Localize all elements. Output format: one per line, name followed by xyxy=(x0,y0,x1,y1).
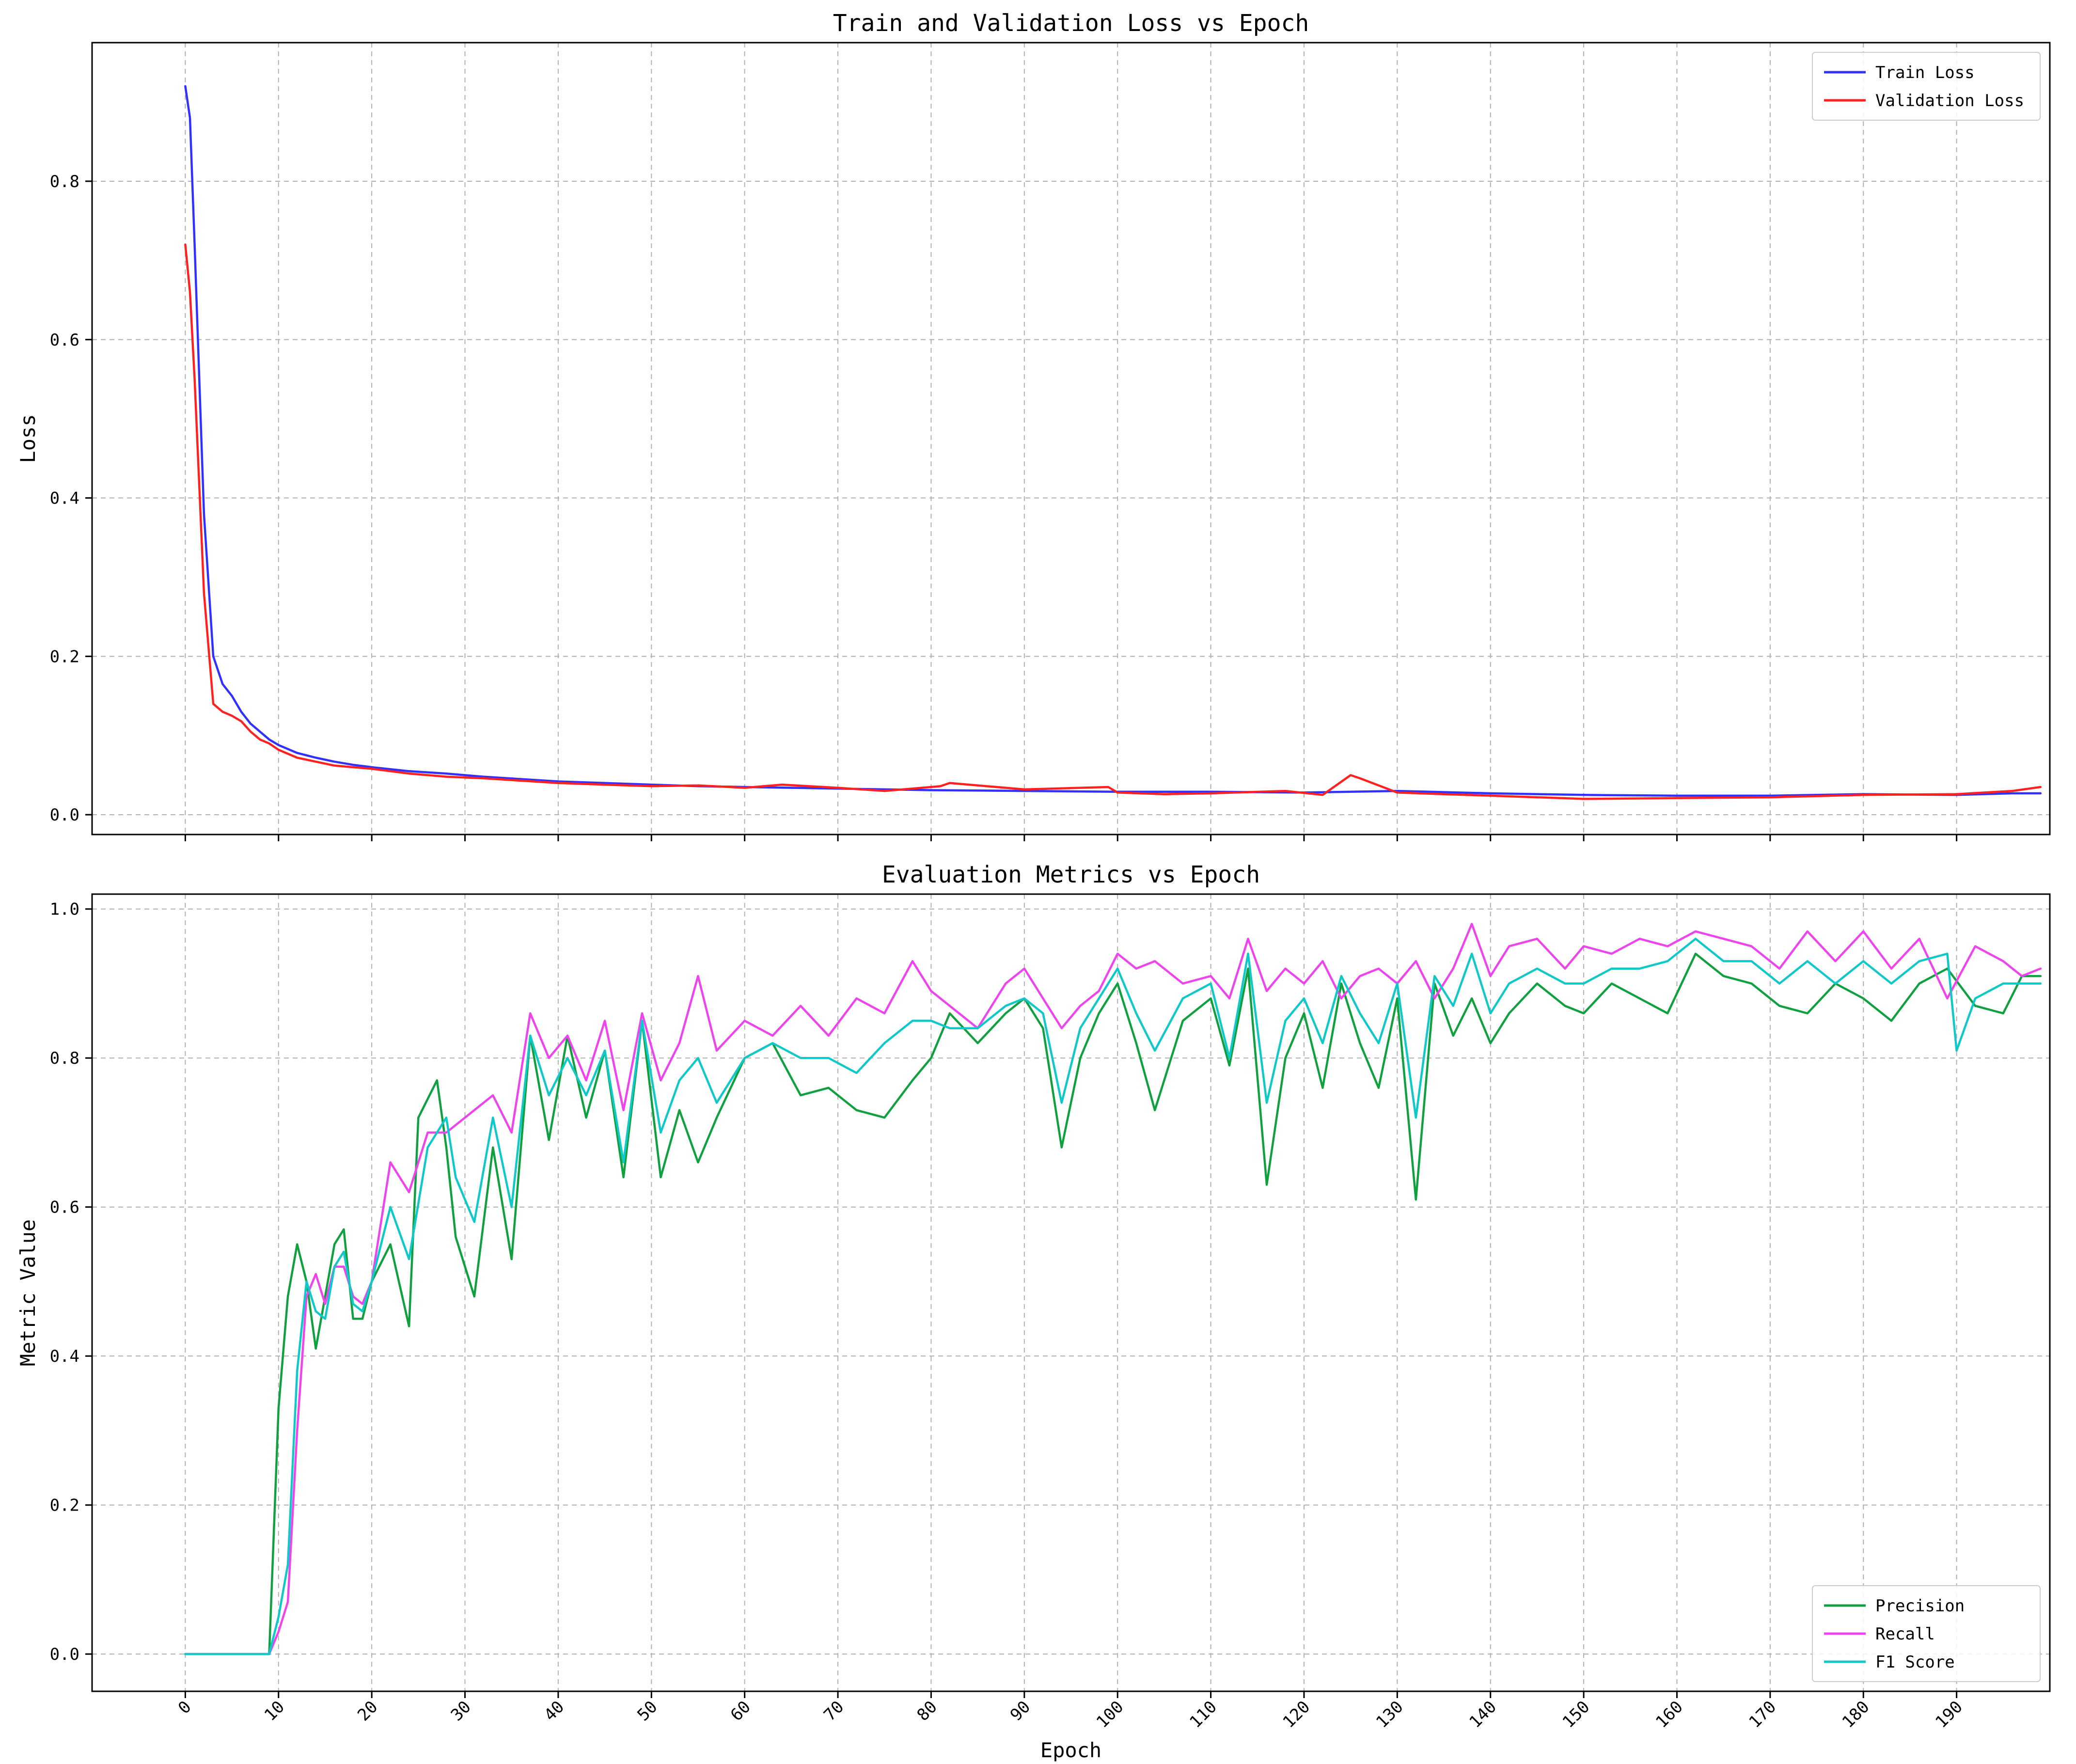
y-tick-label: 1.0 xyxy=(50,900,79,919)
y-tick-label: 0.2 xyxy=(50,647,79,666)
chart-title: Evaluation Metrics vs Epoch xyxy=(882,861,1260,888)
series-line-train-loss xyxy=(184,85,2042,797)
loss-chart: 0.0 0.2 0.4 0.6 0.8 Train and Validation Loss… xyxy=(16,10,2051,841)
y-axis-label: Loss xyxy=(16,414,40,463)
y-tick-label: 0.0 xyxy=(50,1645,79,1664)
plot-frame xyxy=(91,42,2051,835)
legend-box xyxy=(1812,1585,2041,1682)
series-line-validation-loss xyxy=(184,243,2042,800)
plot-frame xyxy=(91,893,2051,1692)
legend-box xyxy=(1812,52,2041,121)
y-tick-label: 0.4 xyxy=(50,1347,79,1366)
legend: Precision Recall F1 Score xyxy=(1812,1585,2041,1682)
legend-entry: F1 Score xyxy=(1875,1653,1955,1672)
legend-entry: Recall xyxy=(1875,1624,1935,1644)
series-line-precision xyxy=(184,952,2042,1655)
y-tick-label: 0.4 xyxy=(50,489,79,508)
x-axis-label: Epoch xyxy=(1040,1738,1101,1762)
legend-entry: Precision xyxy=(1875,1596,1965,1616)
series-line-recall xyxy=(184,923,2042,1655)
legend-entry: Train Loss xyxy=(1875,63,1975,82)
y-tick-label: 0.2 xyxy=(50,1496,79,1515)
y-axis-label: Metric Value xyxy=(16,1219,40,1366)
y-tick-label: 0.6 xyxy=(50,1198,79,1217)
grid-lines xyxy=(92,43,2050,835)
legend-entry: Validation Loss xyxy=(1875,91,2024,110)
chart-title: Train and Validation Loss vs Epoch xyxy=(833,10,1309,37)
series-line-f1-score xyxy=(184,937,2042,1655)
y-tick-label: 0.8 xyxy=(50,1049,79,1068)
y-tick-label: 0.6 xyxy=(50,331,79,350)
y-tick-label: 0.0 xyxy=(50,805,79,825)
legend: Train Loss Validation Loss xyxy=(1812,52,2041,121)
y-tick-label: 0.8 xyxy=(50,172,79,191)
